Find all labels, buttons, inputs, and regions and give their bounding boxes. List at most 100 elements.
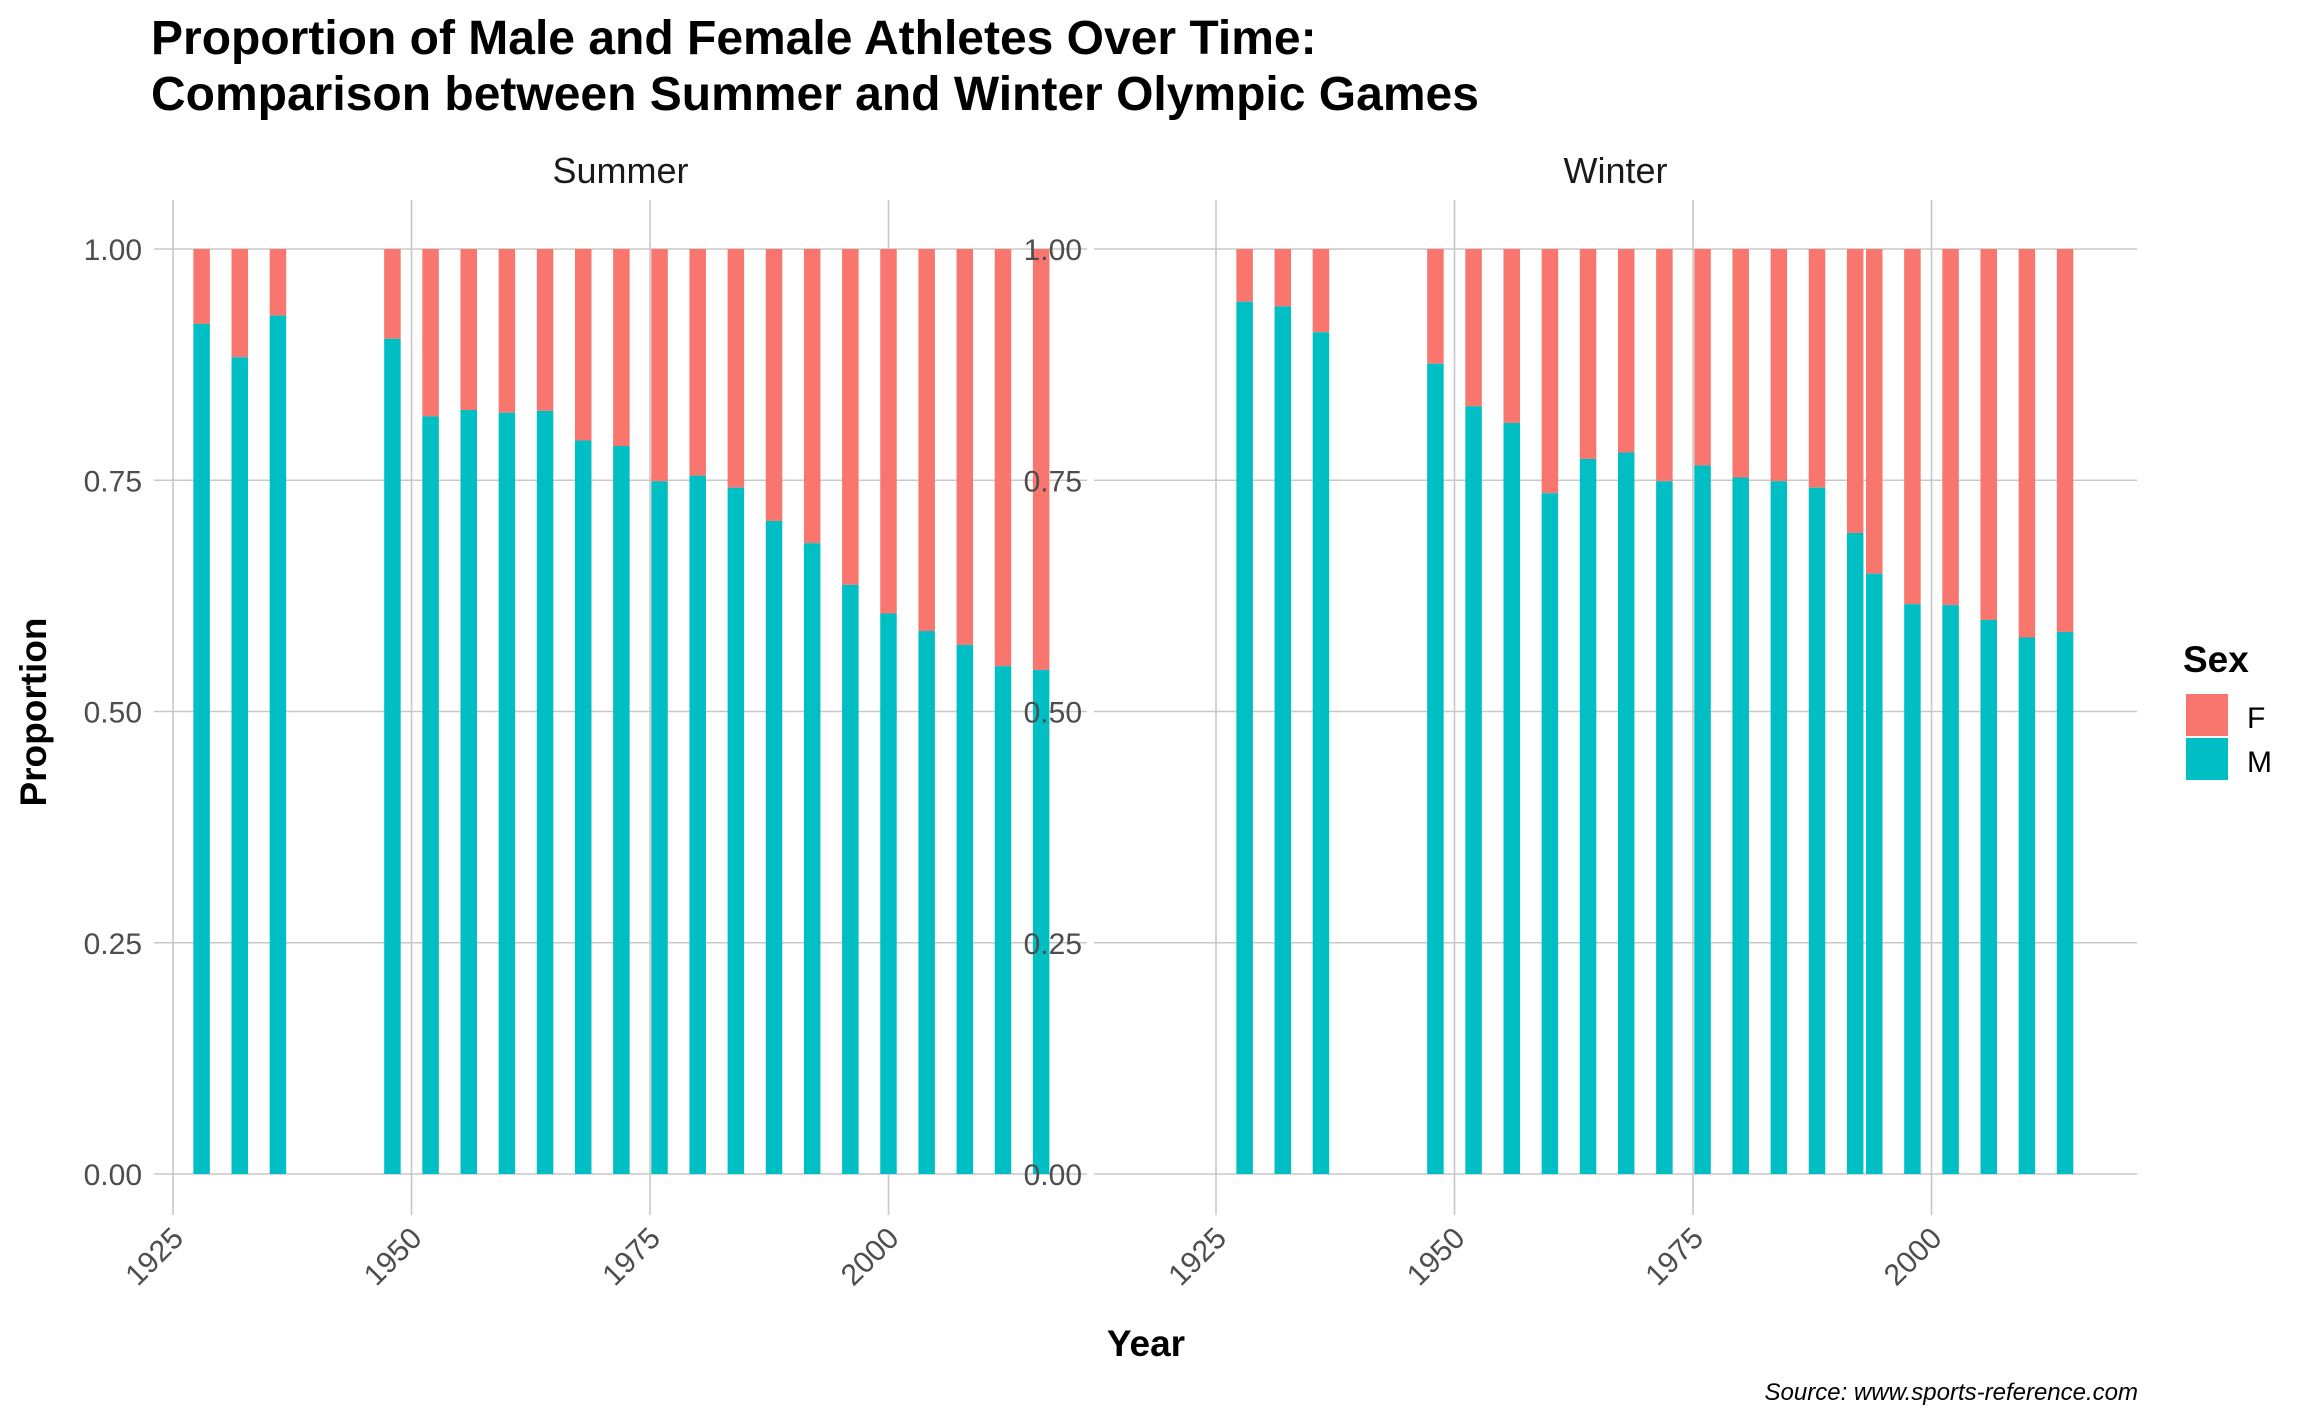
- bar-f-winter-2006: [1980, 249, 1997, 620]
- x-tick-label: 1925: [1162, 1222, 1233, 1293]
- bar-f-summer-2000: [880, 249, 897, 614]
- bar-f-winter-1948: [1427, 249, 1444, 364]
- bar-f-summer-2008: [956, 249, 974, 645]
- bar-m-winter-1928: [1236, 301, 1253, 1175]
- bar-m-winter-2014: [2056, 631, 2074, 1174]
- bar-f-winter-1998: [1904, 249, 1921, 605]
- bar-m-summer-1932: [231, 357, 249, 1175]
- bar-m-summer-1948: [384, 338, 401, 1175]
- bar-f-winter-1964: [1579, 249, 1597, 459]
- panel-winter: Winter 0.00 0.25 0.50 0.75 1.00 1925 1950 1975 20…: [1024, 150, 2137, 1292]
- x-tick-label: 1950: [358, 1222, 429, 1293]
- x-tick-label: 1925: [119, 1222, 190, 1293]
- bar-f-summer-1956: [460, 249, 477, 410]
- bar-m-winter-1968: [1617, 452, 1635, 1174]
- bar-m-winter-1994: [1866, 573, 1883, 1174]
- bar-f-summer-2012: [994, 249, 1012, 667]
- bar-f-summer-1928: [193, 249, 210, 324]
- bar-f-winter-1980: [1732, 249, 1749, 478]
- bar-m-summer-2008: [956, 644, 974, 1174]
- y-tick-label: 0.50: [84, 697, 142, 730]
- y-axis-title: Proportion: [13, 617, 54, 806]
- bar-m-winter-1960: [1541, 493, 1559, 1174]
- x-tick-label: 2000: [1878, 1222, 1949, 1293]
- bar-m-summer-1928: [193, 323, 210, 1174]
- bar-m-summer-1964: [536, 410, 554, 1174]
- bar-m-summer-1976: [651, 481, 668, 1174]
- bar-f-winter-1968: [1617, 249, 1635, 453]
- bar-f-summer-2004: [918, 249, 935, 632]
- bar-m-summer-1956: [460, 409, 477, 1174]
- bar-f-winter-2010: [2018, 249, 2036, 638]
- bar-m-winter-1956: [1503, 422, 1520, 1174]
- bar-m-summer-2004: [918, 631, 935, 1174]
- bar-m-winter-1948: [1427, 363, 1444, 1174]
- source-caption: Source: www.sports-reference.com: [1765, 1379, 2138, 1406]
- bar-m-winter-2002: [1942, 605, 1959, 1174]
- bar-f-summer-1996: [842, 249, 859, 585]
- bar-f-summer-1932: [231, 249, 249, 358]
- bar-f-winter-1932: [1274, 249, 1292, 307]
- x-axis-title: Year: [1107, 1323, 1185, 1364]
- y-tick-label: 1.00: [1024, 234, 1082, 267]
- bar-m-summer-1952: [422, 416, 439, 1174]
- bar-f-winter-1960: [1541, 249, 1559, 494]
- legend-swatch-m: [2186, 738, 2228, 780]
- bar-f-winter-1972: [1656, 249, 1673, 482]
- bar-f-winter-2014: [2056, 249, 2074, 632]
- bar-m-summer-1996: [842, 584, 859, 1174]
- bar-m-winter-1952: [1465, 406, 1482, 1174]
- x-tick-label: 2000: [835, 1222, 906, 1293]
- x-tick-label: 1975: [1639, 1222, 1710, 1293]
- bar-m-winter-1936: [1312, 332, 1330, 1174]
- bar-f-summer-1972: [613, 249, 630, 447]
- bar-f-winter-1976: [1694, 249, 1711, 466]
- bar-f-summer-1992: [803, 249, 821, 544]
- bar-f-summer-1968: [574, 249, 592, 441]
- facet-label-summer: Summer: [552, 150, 688, 191]
- bar-m-winter-1932: [1274, 306, 1292, 1175]
- bar-f-summer-1980: [689, 249, 706, 476]
- y-tick-label: 0.75: [1024, 465, 1082, 498]
- bar-m-winter-1972: [1656, 481, 1673, 1174]
- bar-m-summer-2012: [994, 666, 1012, 1174]
- bar-m-winter-1976: [1694, 465, 1711, 1174]
- facet-label-winter: Winter: [1563, 150, 1667, 191]
- bar-f-winter-1994: [1866, 249, 1883, 574]
- y-tick-label: 0.75: [84, 465, 142, 498]
- y-tick-label: 1.00: [84, 234, 142, 267]
- bar-m-winter-2010: [2018, 637, 2036, 1174]
- legend: Sex F M: [2183, 639, 2272, 780]
- y-tick-label: 0.00: [1024, 1159, 1082, 1192]
- bar-m-winter-1998: [1904, 604, 1921, 1174]
- bar-f-summer-1964: [536, 249, 554, 411]
- legend-label-m: M: [2247, 746, 2272, 779]
- bar-m-summer-1936: [269, 315, 287, 1175]
- chart-subtitle: Comparison between Summer and Winter Oly…: [151, 68, 1479, 121]
- bar-f-winter-1992: [1846, 249, 1864, 533]
- legend-swatch-f: [2186, 694, 2228, 736]
- bar-m-winter-1988: [1808, 487, 1826, 1174]
- bar-f-summer-1960: [498, 249, 516, 413]
- bar-f-winter-1956: [1503, 249, 1520, 423]
- bar-m-winter-1992: [1846, 532, 1864, 1174]
- bar-f-winter-1988: [1808, 249, 1826, 488]
- bar-m-winter-2006: [1980, 619, 1997, 1174]
- y-tick-label: 0.50: [1024, 697, 1082, 730]
- bar-m-summer-1972: [613, 446, 630, 1174]
- bar-f-summer-1988: [765, 249, 783, 521]
- bar-f-summer-1936: [269, 249, 287, 316]
- bar-f-winter-1936: [1312, 249, 1330, 333]
- bar-f-winter-1984: [1770, 249, 1788, 482]
- bar-m-summer-1992: [803, 543, 821, 1174]
- bar-f-winter-1928: [1236, 249, 1253, 302]
- bar-m-summer-1980: [689, 475, 706, 1174]
- y-tick-label: 0.25: [84, 928, 142, 961]
- x-tick-label: 1950: [1401, 1222, 1472, 1293]
- bar-f-winter-1952: [1465, 249, 1482, 407]
- y-tick-label: 0.25: [1024, 928, 1082, 961]
- bar-m-summer-1984: [727, 487, 745, 1174]
- bar-f-summer-1976: [651, 249, 668, 482]
- chart-title: Proportion of Male and Female Athletes O…: [151, 12, 1317, 65]
